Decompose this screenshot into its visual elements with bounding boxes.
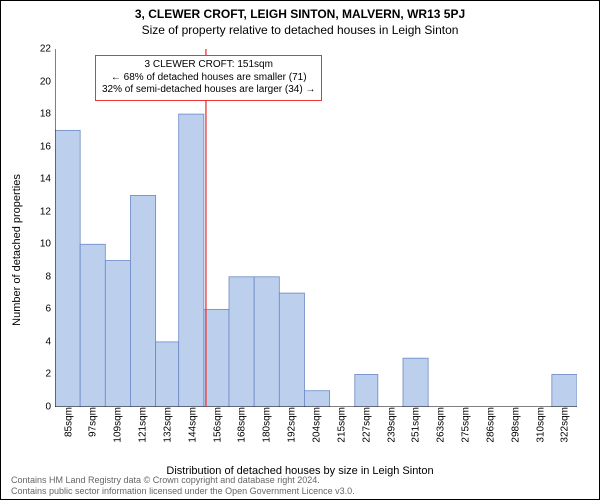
- histogram-bar: [130, 195, 155, 407]
- x-tick-label: 204sqm: [310, 407, 323, 443]
- histogram-bar: [55, 130, 80, 407]
- x-tick-label: 97sqm: [86, 407, 99, 437]
- x-tick-label: 275sqm: [459, 407, 472, 443]
- y-tick-label: 8: [45, 271, 55, 282]
- x-tick-label: 322sqm: [558, 407, 571, 443]
- y-tick-label: 10: [40, 239, 55, 250]
- x-tick-label: 144sqm: [185, 407, 198, 443]
- histogram-bar: [105, 261, 130, 407]
- footer-line-2: Contains public sector information licen…: [11, 486, 355, 497]
- histogram-bar: [156, 342, 179, 407]
- y-tick-label: 14: [40, 174, 55, 185]
- x-tick-label: 85sqm: [61, 407, 74, 437]
- histogram-bar: [304, 391, 329, 407]
- histogram-bar: [254, 277, 279, 407]
- histogram-bar: [229, 277, 254, 407]
- y-tick-label: 20: [40, 76, 55, 87]
- x-tick-label: 215sqm: [334, 407, 347, 443]
- chart-sub-title: Size of property relative to detached ho…: [1, 21, 599, 37]
- y-tick-label: 0: [45, 402, 55, 413]
- histogram-bar: [80, 244, 105, 407]
- x-tick-label: 298sqm: [508, 407, 521, 443]
- y-tick-label: 12: [40, 206, 55, 217]
- x-tick-label: 132sqm: [160, 407, 173, 443]
- histogram-bar: [355, 374, 378, 407]
- histogram-bar: [403, 358, 428, 407]
- y-tick-label: 22: [40, 44, 55, 55]
- histogram-bar: [204, 309, 229, 407]
- x-tick-label: 168sqm: [235, 407, 248, 443]
- histogram-bar: [179, 114, 204, 407]
- histogram-bar: [279, 293, 304, 407]
- x-tick-label: 192sqm: [285, 407, 298, 443]
- annotation-line-1: 3 CLEWER CROFT: 151sqm: [102, 59, 315, 72]
- x-tick-label: 286sqm: [483, 407, 496, 443]
- y-tick-label: 6: [45, 304, 55, 315]
- y-tick-label: 16: [40, 141, 55, 152]
- y-tick-label: 18: [40, 109, 55, 120]
- x-tick-label: 310sqm: [533, 407, 546, 443]
- histogram-bar: [552, 374, 577, 407]
- copyright-footer: Contains HM Land Registry data © Crown c…: [11, 475, 355, 497]
- histogram-svg: [55, 49, 577, 407]
- y-axis-label: Number of detached properties: [9, 1, 25, 499]
- y-tick-label: 4: [45, 336, 55, 347]
- x-tick-label: 263sqm: [434, 407, 447, 443]
- annotation-line-3: 32% of semi-detached houses are larger (…: [102, 84, 315, 97]
- chart-super-title: 3, CLEWER CROFT, LEIGH SINTON, MALVERN, …: [1, 1, 599, 21]
- annotation-line-2: ← 68% of detached houses are smaller (71…: [102, 72, 315, 85]
- y-tick-label: 2: [45, 369, 55, 380]
- x-tick-label: 251sqm: [409, 407, 422, 443]
- x-tick-label: 121sqm: [136, 407, 149, 443]
- x-tick-label: 180sqm: [260, 407, 273, 443]
- marker-annotation: 3 CLEWER CROFT: 151sqm ← 68% of detached…: [95, 55, 322, 101]
- y-axis-label-text: Number of detached properties: [11, 174, 23, 326]
- x-tick-label: 109sqm: [111, 407, 124, 443]
- chart-area: 3 CLEWER CROFT: 151sqm ← 68% of detached…: [55, 49, 577, 407]
- x-tick-label: 239sqm: [384, 407, 397, 443]
- x-tick-label: 156sqm: [210, 407, 223, 443]
- footer-line-1: Contains HM Land Registry data © Crown c…: [11, 475, 355, 486]
- x-tick-label: 227sqm: [359, 407, 372, 443]
